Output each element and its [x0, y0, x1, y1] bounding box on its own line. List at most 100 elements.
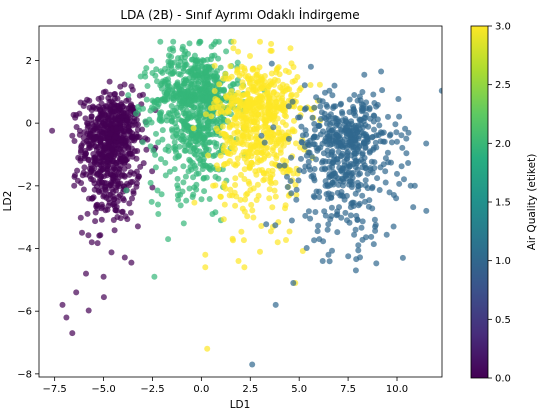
data-point: [200, 124, 207, 131]
data-point: [196, 38, 203, 45]
data-point: [206, 64, 213, 71]
data-point: [98, 94, 105, 101]
data-point: [325, 190, 332, 197]
data-point: [185, 84, 191, 90]
data-point: [100, 273, 107, 280]
data-point: [123, 137, 130, 144]
data-point: [288, 217, 295, 224]
data-point: [232, 182, 239, 188]
data-point: [269, 138, 276, 145]
data-point: [149, 70, 156, 76]
data-point: [185, 50, 191, 57]
data-point: [93, 124, 100, 131]
data-point: [147, 107, 154, 114]
data-point: [380, 138, 387, 145]
data-point: [244, 213, 251, 220]
data-point: [94, 201, 101, 208]
data-point: [284, 86, 291, 92]
data-point: [362, 177, 369, 184]
data-point: [302, 212, 309, 219]
data-point: [259, 115, 266, 122]
data-point: [267, 78, 274, 85]
data-point: [126, 171, 133, 178]
data-point: [235, 258, 242, 264]
data-point: [190, 145, 197, 152]
data-point: [84, 210, 91, 217]
data-point: [123, 187, 130, 194]
data-point: [258, 98, 264, 105]
data-point: [98, 158, 104, 165]
data-point: [346, 136, 353, 143]
chart-title: LDA (2B) - Sınıf Ayrımı Odaklı İndirgeme: [120, 7, 359, 22]
data-point: [234, 160, 241, 167]
data-point: [279, 102, 286, 109]
data-point: [122, 157, 129, 164]
data-point: [91, 180, 98, 187]
data-point: [264, 144, 271, 151]
data-point: [260, 177, 267, 184]
data-point: [382, 179, 389, 186]
data-point: [321, 208, 328, 215]
data-point: [379, 130, 385, 137]
data-point: [295, 177, 302, 184]
data-point: [362, 144, 369, 151]
data-point: [287, 178, 294, 185]
data-point: [100, 294, 107, 301]
data-point: [207, 131, 214, 138]
data-point: [261, 139, 268, 146]
data-point: [224, 117, 231, 124]
data-point: [105, 191, 112, 198]
data-point: [88, 176, 94, 182]
data-point: [364, 185, 371, 192]
data-point: [129, 195, 135, 202]
data-point: [118, 142, 125, 149]
y-tick-label: −6: [17, 307, 32, 318]
data-point: [245, 100, 252, 107]
data-point: [254, 116, 261, 123]
data-point: [265, 133, 272, 140]
data-point: [163, 89, 170, 96]
data-point: [345, 148, 351, 155]
data-point: [79, 229, 85, 236]
data-point: [121, 254, 128, 261]
data-point: [402, 125, 409, 132]
data-point: [325, 195, 331, 202]
data-point: [269, 171, 276, 178]
data-point: [373, 103, 380, 110]
data-point: [383, 231, 390, 238]
data-point: [348, 184, 355, 190]
data-point: [271, 81, 278, 88]
data-point: [382, 168, 389, 175]
data-point: [203, 146, 209, 153]
data-point: [181, 143, 188, 150]
data-point: [357, 254, 363, 261]
data-point: [134, 223, 141, 230]
data-point: [194, 60, 201, 67]
data-point: [309, 114, 316, 121]
data-point: [219, 103, 226, 110]
data-point: [222, 71, 229, 78]
data-point: [80, 186, 87, 193]
x-axis: −7.5 −5.0 −2.5 0.0 2.5 5.0 7.5 10.0: [43, 377, 408, 395]
data-point: [99, 131, 105, 138]
data-point: [85, 137, 92, 144]
x-tick-label: −7.5: [43, 384, 67, 395]
data-point: [74, 167, 81, 174]
data-point: [394, 170, 400, 177]
data-point: [227, 186, 234, 193]
data-point: [227, 151, 234, 157]
data-point: [73, 124, 80, 130]
data-point: [92, 154, 98, 161]
data-point: [285, 103, 292, 110]
data-point: [293, 191, 300, 198]
data-point: [358, 224, 365, 231]
data-point: [246, 180, 253, 187]
data-point: [197, 106, 204, 113]
data-point: [355, 202, 362, 209]
data-point: [179, 100, 186, 107]
data-point: [255, 192, 262, 199]
data-point: [386, 189, 393, 196]
data-point: [191, 52, 198, 59]
data-point: [111, 196, 118, 203]
data-point: [176, 143, 183, 150]
